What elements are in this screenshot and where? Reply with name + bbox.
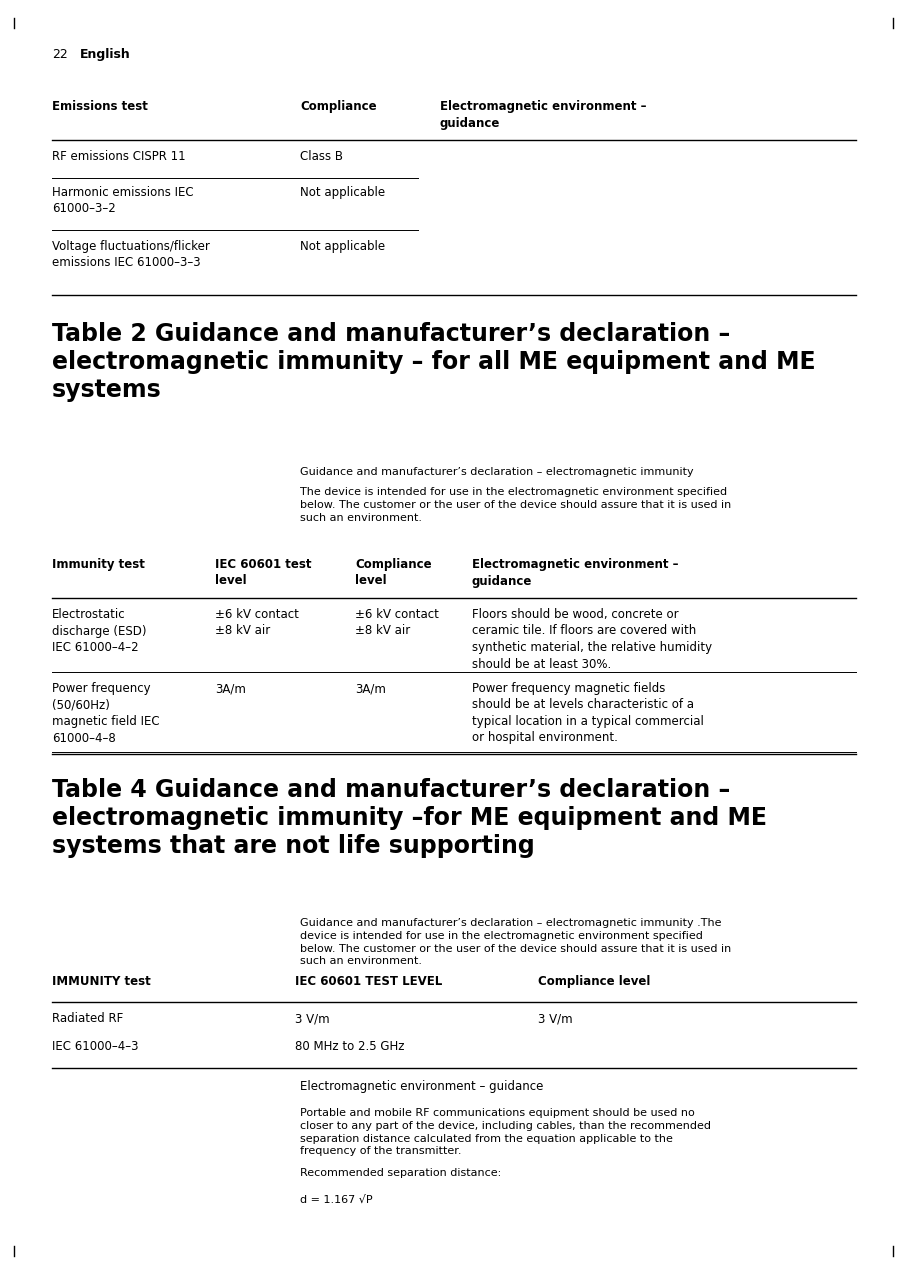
Text: Guidance and manufacturer’s declaration – electromagnetic immunity: Guidance and manufacturer’s declaration … <box>300 468 694 476</box>
Text: Power frequency
(50/60Hz)
magnetic field IEC
61000–4–8: Power frequency (50/60Hz) magnetic field… <box>52 682 160 744</box>
Text: 80 MHz to 2.5 GHz: 80 MHz to 2.5 GHz <box>295 1040 404 1054</box>
Text: Electromagnetic environment –
guidance: Electromagnetic environment – guidance <box>472 558 678 587</box>
Text: 3 V/m: 3 V/m <box>295 1012 330 1026</box>
Text: Radiated RF: Radiated RF <box>52 1012 123 1026</box>
Text: Emissions test: Emissions test <box>52 99 148 113</box>
Text: Not applicable: Not applicable <box>300 186 385 199</box>
Text: IEC 61000–4–3: IEC 61000–4–3 <box>52 1040 139 1054</box>
Text: RF emissions CISPR 11: RF emissions CISPR 11 <box>52 150 185 163</box>
Text: d = 1.167 √P: d = 1.167 √P <box>300 1195 372 1205</box>
Text: ±6 kV contact
±8 kV air: ±6 kV contact ±8 kV air <box>355 608 439 637</box>
Text: English: English <box>80 48 131 61</box>
Text: Harmonic emissions IEC
61000–3–2: Harmonic emissions IEC 61000–3–2 <box>52 186 193 215</box>
Text: Voltage fluctuations/flicker
emissions IEC 61000–3–3: Voltage fluctuations/flicker emissions I… <box>52 240 210 270</box>
Text: Electromagnetic environment – guidance: Electromagnetic environment – guidance <box>300 1080 543 1093</box>
Text: Electromagnetic environment –
guidance: Electromagnetic environment – guidance <box>440 99 646 130</box>
Text: 3A/m: 3A/m <box>355 682 386 696</box>
Text: 22: 22 <box>52 48 68 61</box>
Text: Power frequency magnetic fields
should be at levels characteristic of a
typical : Power frequency magnetic fields should b… <box>472 682 704 744</box>
Text: IEC 60601 test
level: IEC 60601 test level <box>215 558 311 587</box>
Text: Immunity test: Immunity test <box>52 558 145 571</box>
Text: Compliance level: Compliance level <box>538 975 650 989</box>
Text: Portable and mobile RF communications equipment should be used no
closer to any : Portable and mobile RF communications eq… <box>300 1108 711 1157</box>
Text: Class B: Class B <box>300 150 343 163</box>
Text: The device is intended for use in the electromagnetic environment specified
belo: The device is intended for use in the el… <box>300 487 731 522</box>
Text: Not applicable: Not applicable <box>300 240 385 254</box>
Text: Floors should be wood, concrete or
ceramic tile. If floors are covered with
synt: Floors should be wood, concrete or ceram… <box>472 608 712 670</box>
Text: ±6 kV contact
±8 kV air: ±6 kV contact ±8 kV air <box>215 608 299 637</box>
Text: Compliance
level: Compliance level <box>355 558 431 587</box>
Text: Table 4 Guidance and manufacturer’s declaration –
electromagnetic immunity –for : Table 4 Guidance and manufacturer’s decl… <box>52 778 767 857</box>
Text: Guidance and manufacturer’s declaration – electromagnetic immunity .The
device i: Guidance and manufacturer’s declaration … <box>300 919 731 967</box>
Text: Recommended separation distance:: Recommended separation distance: <box>300 1168 501 1178</box>
Text: IMMUNITY test: IMMUNITY test <box>52 975 151 989</box>
Text: IEC 60601 TEST LEVEL: IEC 60601 TEST LEVEL <box>295 975 442 989</box>
Text: Compliance: Compliance <box>300 99 377 113</box>
Text: Electrostatic
discharge (ESD)
IEC 61000–4–2: Electrostatic discharge (ESD) IEC 61000–… <box>52 608 146 654</box>
Text: 3A/m: 3A/m <box>215 682 246 696</box>
Text: 3 V/m: 3 V/m <box>538 1012 573 1026</box>
Text: Table 2 Guidance and manufacturer’s declaration –
electromagnetic immunity – for: Table 2 Guidance and manufacturer’s decl… <box>52 322 815 401</box>
